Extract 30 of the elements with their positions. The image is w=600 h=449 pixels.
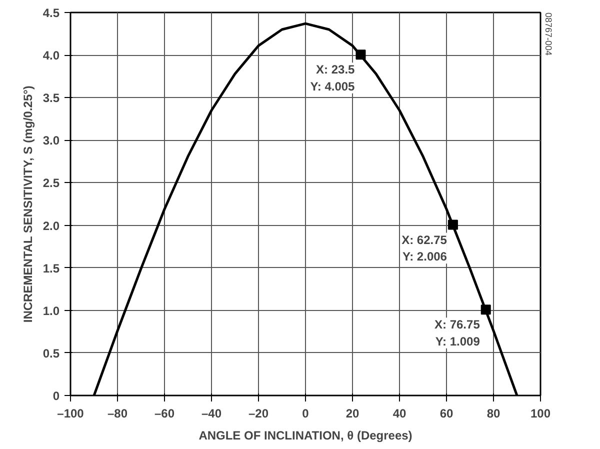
x-tick-label: –80 (107, 406, 128, 420)
y-axis-title: INCREMENTAL SENSITIVITY, S (mg/0.25°) (20, 86, 35, 323)
y-tick-label: 1.5 (42, 261, 60, 276)
x-tick-label: 0 (302, 406, 310, 420)
x-tick-label: 60 (440, 406, 454, 420)
x-tick-label: 80 (486, 406, 500, 420)
text: 08767-004 (544, 12, 554, 56)
annotation: X: 62.75 Y: 2.006 (402, 232, 448, 264)
annotation: X: 76.75 Y: 1.009 (434, 318, 480, 348)
y-tick-label: 0.5 (42, 346, 60, 360)
x-tick-label: –20 (248, 406, 269, 420)
y-tick-label: 2.0 (42, 218, 60, 233)
x-tick-label: 20 (346, 406, 360, 420)
x-tick-label: 100 (530, 406, 551, 420)
point (448, 220, 458, 230)
y-tick-label: 3.5 (42, 91, 60, 106)
y-tick-label: 0 (52, 389, 60, 403)
x-axis-title: ANGLE OF INCLINATION, θ (Degrees) (198, 428, 412, 442)
y-tick-label: 2.5 (42, 176, 60, 190)
x-tick-label: –100 (57, 406, 84, 420)
y-tick-label: 3.0 (42, 134, 60, 148)
y-tick-label: 1.0 (42, 304, 60, 318)
y-tick-label: 4.0 (42, 48, 60, 63)
x-tick-label: 40 (392, 406, 406, 420)
y-tick-label: 4.5 (42, 6, 60, 20)
annotation: X: 23.5 Y: 4.005 (310, 62, 356, 94)
x-tick-label: –60 (154, 406, 175, 420)
point (356, 50, 366, 60)
point (480, 304, 491, 315)
x-tick-label: –40 (201, 406, 222, 420)
